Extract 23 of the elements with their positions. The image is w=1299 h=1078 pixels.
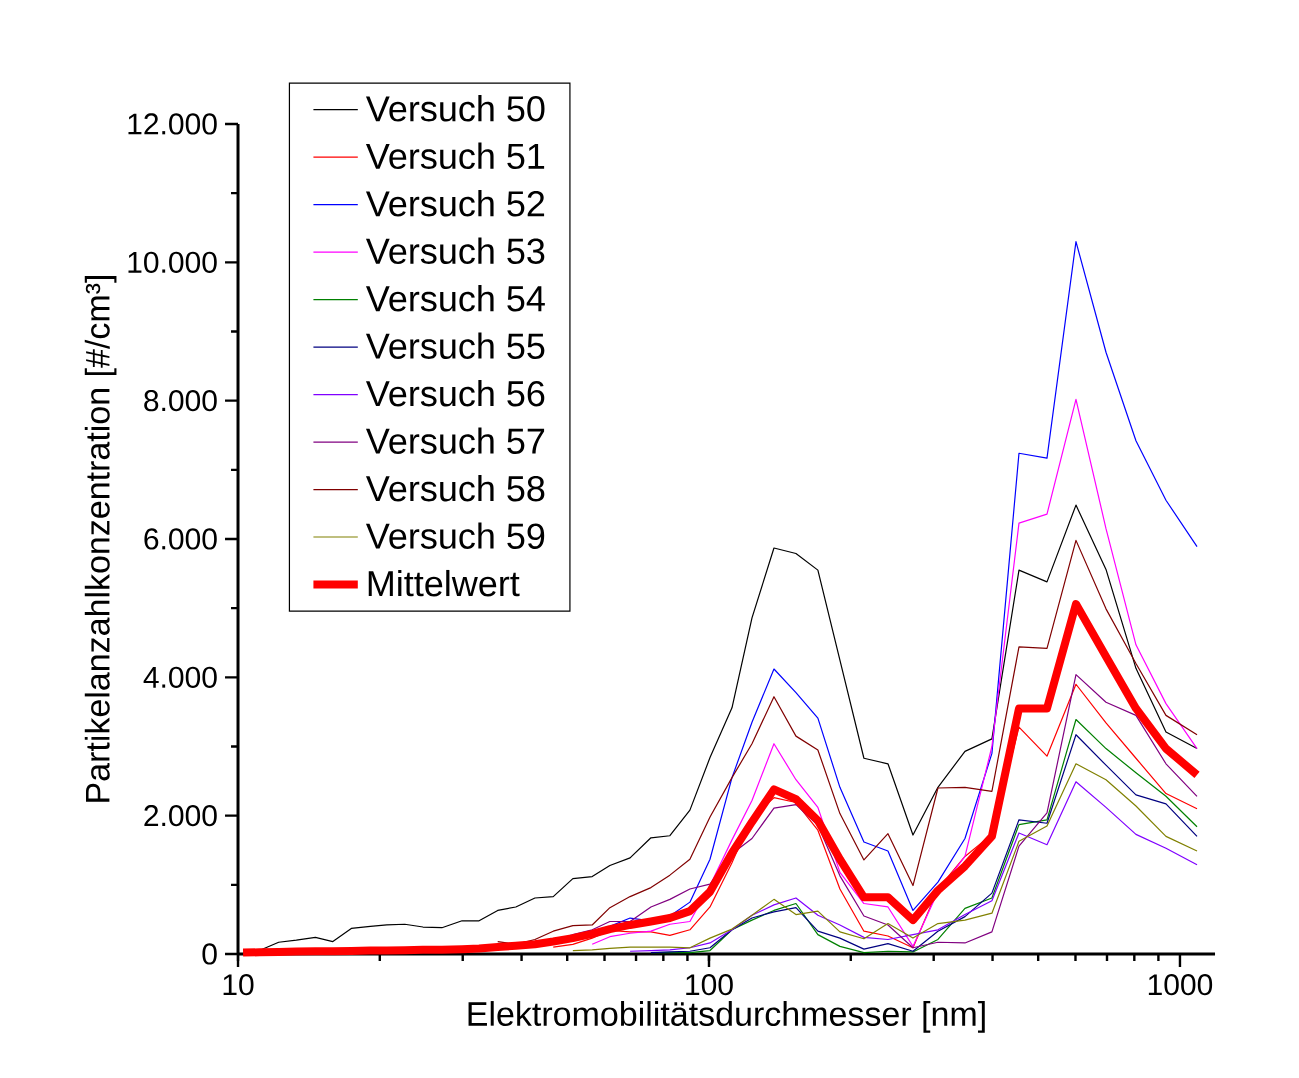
y-tick-label: 8.000 bbox=[144, 390, 217, 412]
y-tick-label: 10.000 bbox=[128, 251, 217, 273]
legend-label: Versuch 59 bbox=[365, 522, 545, 549]
y-tick-label: 6.000 bbox=[144, 528, 217, 550]
legend-label: Versuch 50 bbox=[365, 95, 545, 122]
x-tick-label: 10 bbox=[223, 974, 254, 996]
x-tick-label: 100 bbox=[686, 974, 733, 996]
y-axis-title: Partikelanzahlkonzentration [#/cm³] bbox=[84, 276, 117, 802]
legend-label: Versuch 54 bbox=[365, 285, 545, 312]
legend-label: Versuch 51 bbox=[365, 142, 545, 170]
y-tick-label: 4.000 bbox=[143, 666, 217, 688]
legend-label: Mittelwert bbox=[368, 569, 520, 597]
y-tick-label: 12.000 bbox=[128, 113, 217, 135]
y-tick-label: 0 bbox=[202, 943, 217, 965]
legend-label: Versuch 56 bbox=[365, 380, 545, 407]
legend-label: Versuch 53 bbox=[365, 237, 545, 264]
legend-label: Versuch 58 bbox=[365, 474, 545, 502]
legend-label: Versuch 52 bbox=[365, 190, 545, 217]
x-tick-label: 1000 bbox=[1148, 974, 1213, 996]
y-tick-label: 2.000 bbox=[144, 805, 217, 827]
x-axis-title: Elektromobilitätsdurchmesser [nm] bbox=[468, 1001, 985, 1033]
legend-label: Versuch 57 bbox=[365, 427, 545, 454]
legend-label: Versuch 55 bbox=[365, 332, 545, 359]
